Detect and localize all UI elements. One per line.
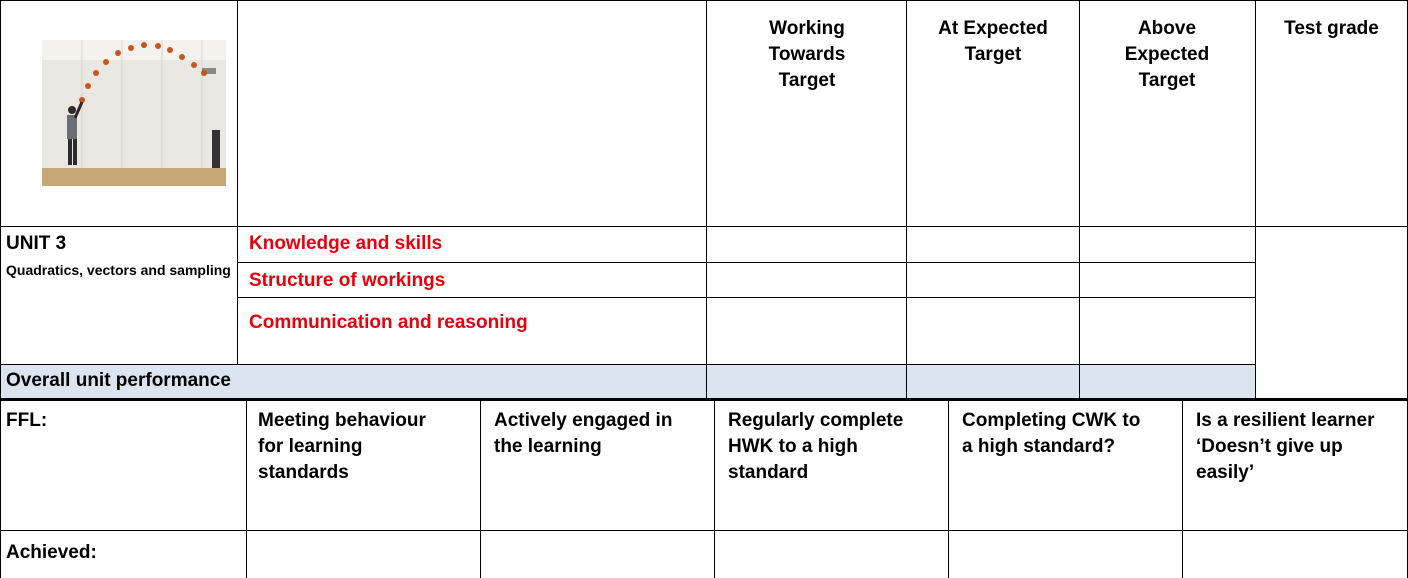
ffl-item: Meeting behaviour for learning standards	[258, 410, 426, 483]
table-rule	[0, 0, 1408, 1]
unit-subtitle: Quadratics, vectors and sampling	[6, 262, 231, 278]
table-rule	[706, 0, 707, 399]
overall-row-bg	[1, 365, 1255, 399]
criterion: Structure of workings	[249, 270, 446, 291]
ffl-item: Regularly complete HWK to a high standar…	[728, 410, 904, 483]
table-rule	[906, 0, 907, 399]
table-rule	[1182, 399, 1183, 578]
criterion: Knowledge and skills	[249, 233, 443, 254]
column-header: At Expected Target	[938, 18, 1048, 65]
table-rule	[0, 398, 1408, 401]
ffl-label: FFL:	[6, 410, 48, 431]
table-rule	[1079, 0, 1080, 399]
column-header: Test grade	[1284, 18, 1379, 39]
criterion: Communication and reasoning	[249, 312, 528, 333]
ffl-item: Is a resilient learner ‘Doesn’t give up …	[1196, 410, 1375, 483]
table-rule	[237, 262, 1255, 263]
table-rule	[714, 399, 715, 578]
table-rule	[0, 0, 1, 578]
table-rule	[0, 226, 1408, 227]
column-header: Working Towards Target	[768, 18, 846, 91]
achieved-label: Achieved:	[6, 542, 97, 563]
basketball-image	[42, 40, 226, 186]
table-rule	[237, 0, 238, 364]
unit-title: UNIT 3	[6, 233, 67, 254]
table-rule	[0, 530, 1408, 531]
table-rule	[948, 399, 949, 578]
table-rule	[480, 399, 481, 578]
overall-label: Overall unit performance	[6, 370, 231, 391]
column-header: Above Expected Target	[1124, 18, 1210, 91]
table-rule	[237, 297, 1255, 298]
table-rule	[246, 399, 247, 578]
table-rule	[1255, 0, 1256, 399]
ffl-item: Actively engaged in the learning	[494, 410, 673, 457]
table-rule	[0, 364, 1255, 365]
ffl-item: Completing CWK to a high standard?	[962, 410, 1141, 457]
